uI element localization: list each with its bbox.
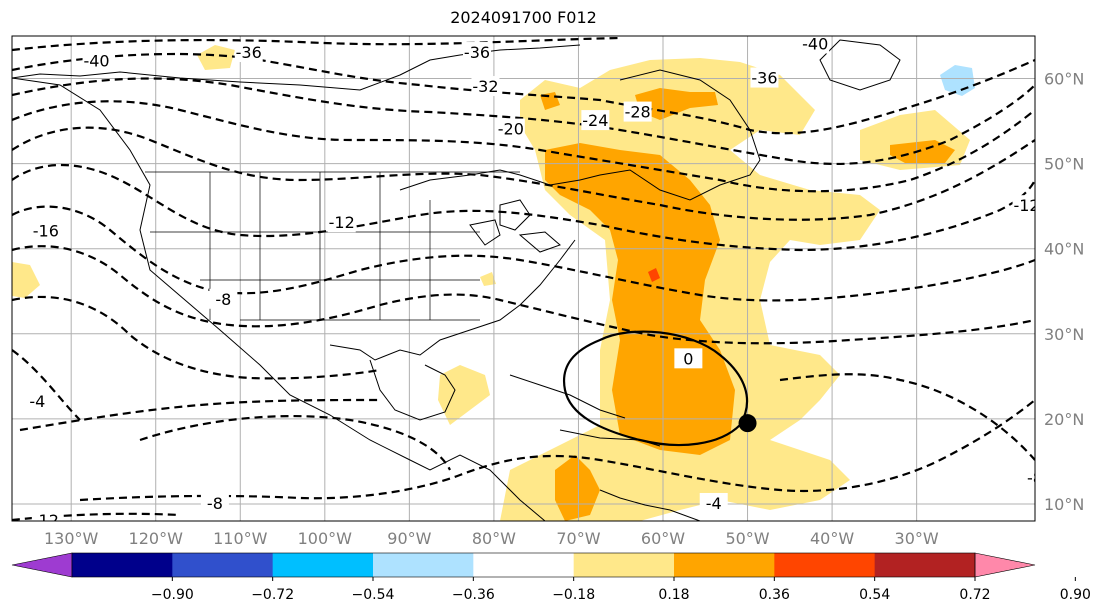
contour-label-bg xyxy=(1012,195,1035,216)
colorbar-extend-low xyxy=(11,552,73,578)
lon-tick-label: 120°W xyxy=(129,529,184,548)
contour-label: -4 xyxy=(29,392,45,411)
lon-tick-label: 60°W xyxy=(641,529,685,548)
lon-tick-label: 130°W xyxy=(44,529,99,548)
lon-tick-label: 30°W xyxy=(895,529,939,548)
contour-label: -28 xyxy=(625,103,651,122)
contour-label: -8 xyxy=(207,494,223,513)
contour-label-bg xyxy=(234,42,263,63)
state-borders xyxy=(145,171,520,321)
contour-label-bg xyxy=(82,50,111,71)
lon-tick-label: 50°W xyxy=(725,529,769,548)
contour-label-bg xyxy=(750,67,779,88)
contour-label: -8 xyxy=(215,290,231,309)
contour-label-bg xyxy=(581,110,610,131)
contour-label-bg xyxy=(699,492,728,513)
contour-label-bg xyxy=(674,348,703,369)
contour-labels: -40 -36 -36-32-40-36-28-24-20-12-16-8-4-8-… xyxy=(23,35,1043,530)
contour-label: 0 xyxy=(683,349,693,368)
longitude-tick-labels: 130°W 120°W 110°W 100°W 90°W 80°W 70°W 60°W 50°W… xyxy=(44,529,939,548)
contour-label-bg xyxy=(471,76,500,97)
height-contours xyxy=(12,36,1035,521)
lon-tick-label: 80°W xyxy=(472,529,516,548)
colorbar-segment xyxy=(272,553,374,577)
contour-label: -32 xyxy=(472,77,498,96)
colorbar: −0.90 −0.72 −0.54 −0.36 −0.18 0.18 0.36 0.54 0.7… xyxy=(11,552,1091,603)
colorbar-tick-label: 0.36 xyxy=(759,587,790,603)
latitude-tick-labels: 60°N 50°N 40°N 30°N 20°N 10°N xyxy=(1044,70,1084,514)
colorbar-tick-label: −0.72 xyxy=(251,587,294,603)
contour-label: -16 xyxy=(33,222,59,241)
contour-label-bg xyxy=(801,36,830,54)
colorbar-segment xyxy=(373,553,474,577)
contour-label: -36 xyxy=(464,43,490,62)
contour-label: -36 xyxy=(236,43,262,62)
map-title: 2024091700 F012 xyxy=(450,8,597,27)
colorbar-tick-label: −0.54 xyxy=(352,587,395,603)
contour-label: -12 xyxy=(33,511,59,530)
anomaly-fill-0.54 xyxy=(648,268,660,282)
contour-label-bg xyxy=(623,101,652,122)
contour-label-bg xyxy=(1021,467,1035,488)
lon-tick-label: 110°W xyxy=(213,529,268,548)
lon-tick-label: 70°W xyxy=(556,529,600,548)
colorbar-segment xyxy=(774,553,876,577)
storm-center-marker xyxy=(738,414,757,433)
lat-tick-label: 10°N xyxy=(1044,495,1084,514)
colorbar-tick-label: −0.18 xyxy=(552,587,595,603)
colorbar-segment xyxy=(473,553,575,577)
lon-tick-label: 40°W xyxy=(810,529,854,548)
zero-contour xyxy=(562,330,749,447)
graticule xyxy=(12,36,1035,521)
lat-tick-label: 60°N xyxy=(1044,70,1084,89)
colorbar-segment xyxy=(874,553,976,577)
contour-label-bg xyxy=(209,288,238,309)
contour-label-bg xyxy=(463,42,491,63)
colorbar-tick-label: 0.72 xyxy=(959,587,990,603)
colorbar-outline xyxy=(71,552,976,578)
colorbar-segment xyxy=(172,553,274,577)
contour-label: -4 xyxy=(706,494,722,513)
colorbar-tick-label: 0.90 xyxy=(1060,587,1091,603)
lat-tick-label: 40°N xyxy=(1044,240,1084,259)
colorbar-extend-high xyxy=(974,552,1036,578)
lat-tick-label: 30°N xyxy=(1044,325,1084,344)
contour-label-bg xyxy=(31,220,60,241)
lat-tick-label: 50°N xyxy=(1044,155,1084,174)
contour-label: -20 xyxy=(498,120,524,139)
contour-label: -12 xyxy=(329,213,355,232)
map-panel: -40 -36 -36-32-40-36-28-24-20-12-16-8-4-8-… xyxy=(11,35,1043,530)
contour-label-bg xyxy=(23,390,52,411)
contour-label: -40 xyxy=(83,52,109,71)
colorbar-tick-label: 0.18 xyxy=(658,587,689,603)
colorbar-tick-label: −0.36 xyxy=(452,587,495,603)
contour-label: -24 xyxy=(582,111,608,130)
contour-label-bg xyxy=(200,492,229,513)
contour-label: -12 xyxy=(1013,196,1039,215)
colorbar-tick-label: −0.90 xyxy=(151,587,194,603)
colorbar-segment xyxy=(674,553,775,577)
lon-tick-label: 90°W xyxy=(387,529,431,548)
contour-label: -40 xyxy=(802,35,828,54)
colorbar-tick-label: 0.54 xyxy=(859,587,890,603)
colorbar-segment xyxy=(573,553,675,577)
lat-tick-label: 20°N xyxy=(1044,410,1084,429)
contour-label-bg xyxy=(327,212,356,233)
contour-label-bg xyxy=(31,510,60,521)
colorbar-segment xyxy=(72,553,173,577)
contour-label: -8 xyxy=(1027,468,1043,487)
contour-label-bg xyxy=(496,118,525,139)
contour-label: -36 xyxy=(751,69,777,88)
lon-tick-label: 100°W xyxy=(298,529,353,548)
